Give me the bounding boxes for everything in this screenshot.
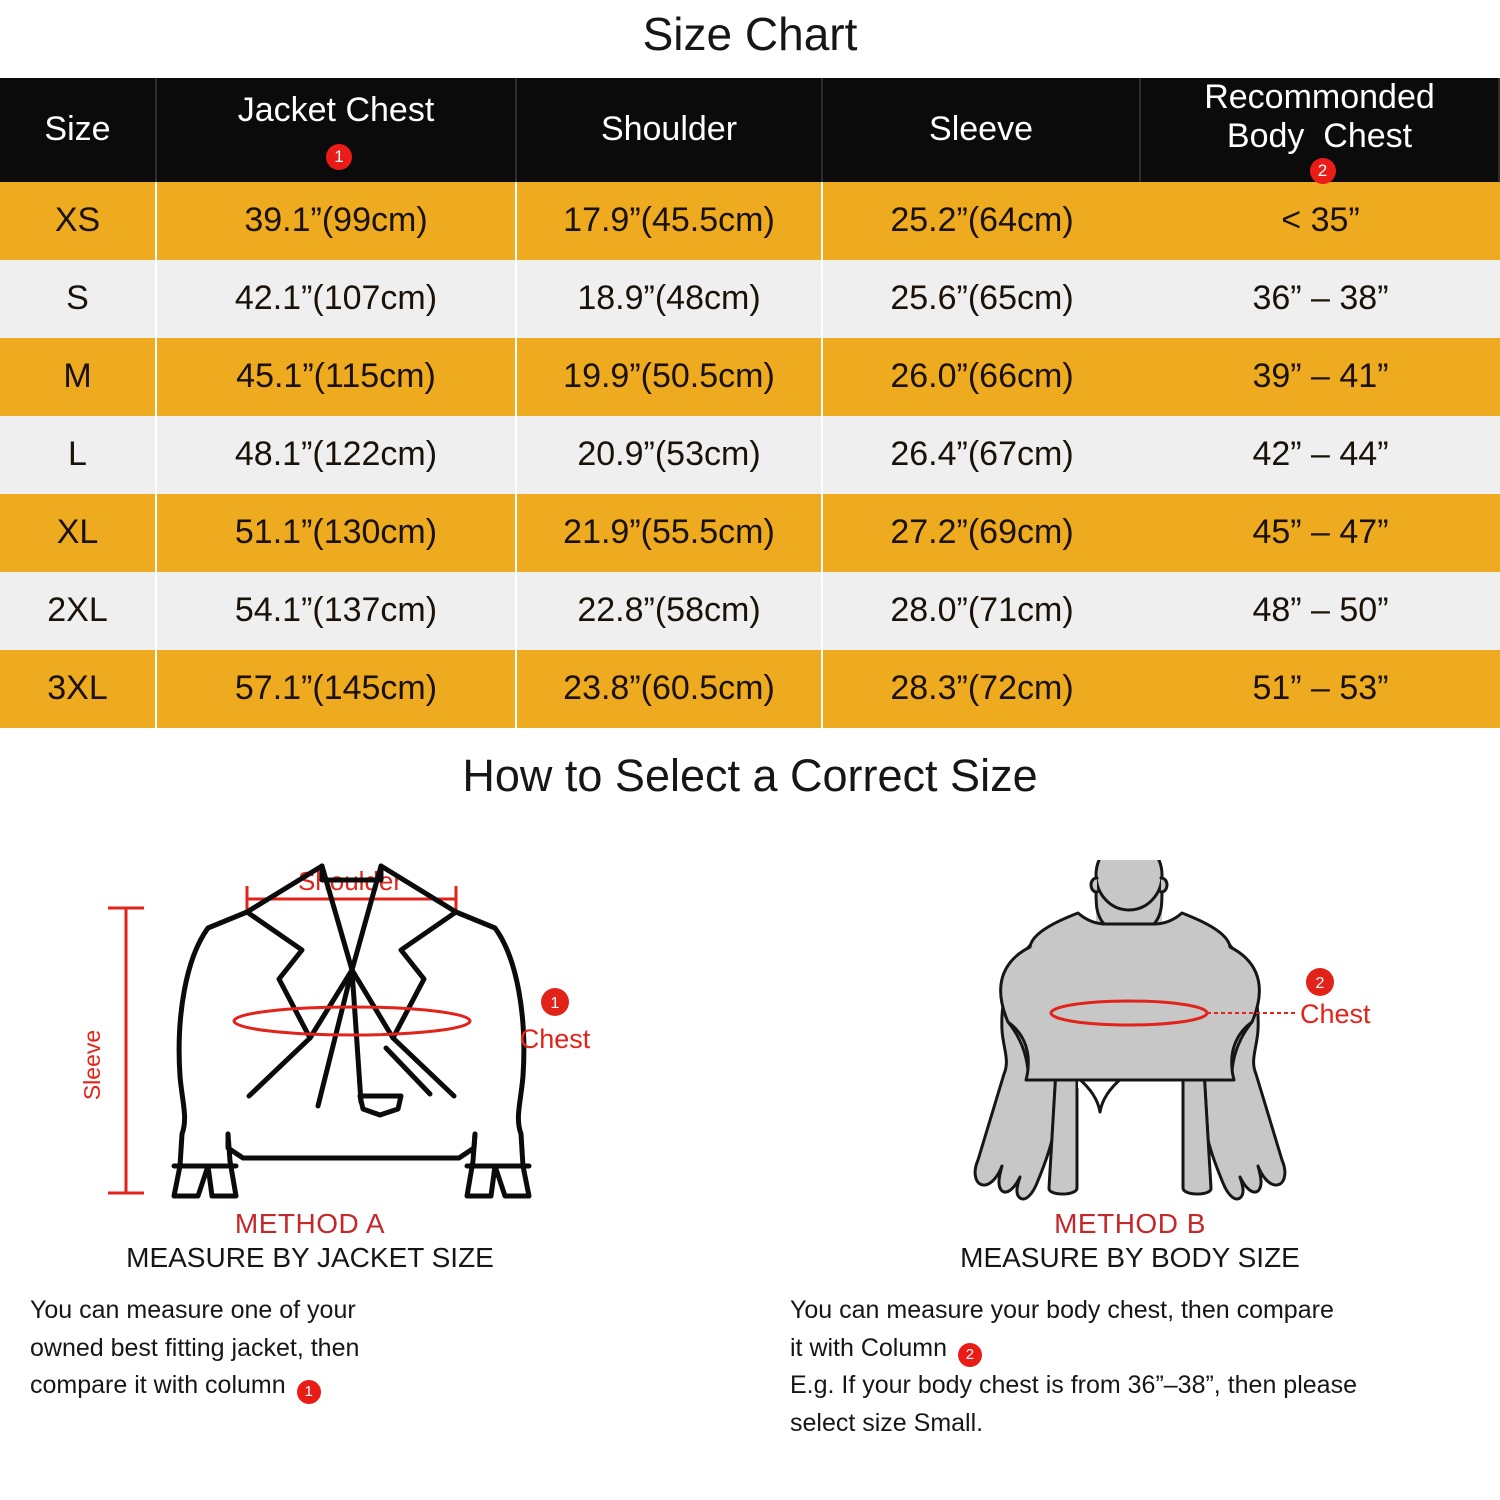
svg-text:Sleeve: Sleeve [79, 1030, 105, 1100]
svg-text:1: 1 [551, 995, 560, 1012]
svg-text:Chest: Chest [520, 1024, 591, 1054]
svg-text:Chest: Chest [1300, 999, 1371, 1029]
svg-text:2: 2 [1316, 975, 1325, 992]
